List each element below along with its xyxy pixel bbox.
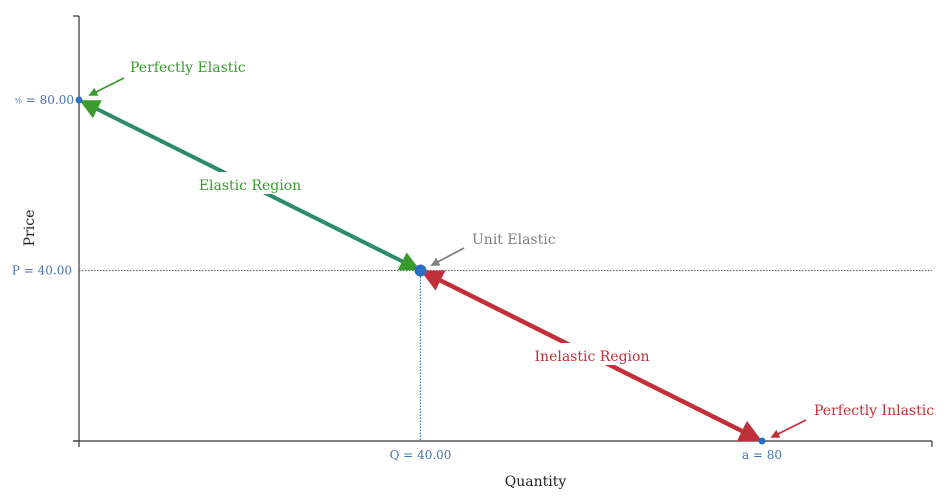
x-axis-title: Quantity <box>505 474 567 490</box>
max-quantity-point <box>758 437 766 445</box>
elastic-region-label-bg <box>196 172 306 194</box>
perfectly-inelastic-label: Perfectly Inlastic <box>814 403 934 419</box>
choke-price-point <box>75 96 83 104</box>
x-tick-label-max-quantity: a = 80 <box>742 448 782 462</box>
unit-elastic-arrow <box>430 247 465 266</box>
choke-price-value: = 80.00 <box>22 93 74 107</box>
y-tick-label-price: P = 40.00 <box>12 264 72 278</box>
y-axis-title: Price <box>22 210 38 247</box>
perfectly-elastic-label: Perfectly Elastic <box>130 60 246 76</box>
unit-elastic-label: Unit Elastic <box>472 232 556 248</box>
perfectly-elastic-arrow <box>88 77 125 96</box>
fraction-a-over-b: ᵃ⁄ᵦ <box>15 96 22 105</box>
y-tick-label-choke-price: ᵃ⁄ᵦ = 80.00 <box>15 93 74 107</box>
x-tick-label-quantity: Q = 40.00 <box>390 448 452 462</box>
unit-elastic-point <box>414 264 427 277</box>
perfectly-inelastic-arrow <box>770 419 807 438</box>
inelastic-region-label-bg <box>532 343 652 365</box>
elastic-region-label: Elastic Region <box>199 178 301 194</box>
inelastic-region-label: Inelastic Region <box>535 349 650 365</box>
